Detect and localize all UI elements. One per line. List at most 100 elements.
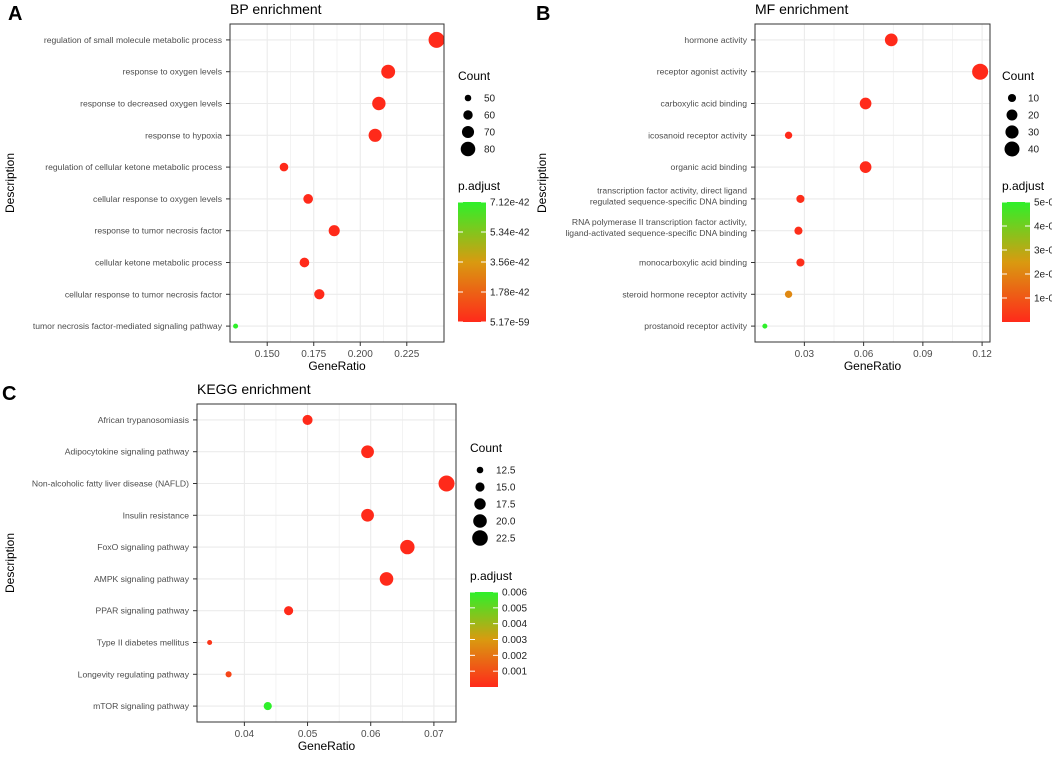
size-legend-label: 12.5	[496, 466, 516, 477]
data-point-bp	[428, 31, 445, 48]
color-legend-label: 3.56e-42	[490, 258, 530, 269]
y-tick-label: tumor necrosis factor-mediated signaling…	[33, 321, 223, 331]
data-point-kegg	[302, 414, 313, 425]
size-legend-dot	[476, 466, 484, 474]
x-tick-label: 0.04	[235, 729, 255, 740]
y-tick-label: RNA polymerase II transcription factor a…	[572, 217, 747, 227]
y-tick-label: regulation of small molecule metabolic p…	[44, 35, 222, 45]
y-tick-label: transcription factor activity, direct li…	[597, 185, 747, 195]
data-point-bp	[328, 225, 340, 237]
color-legend-label: 0.004	[502, 619, 527, 630]
size-legend-dot	[474, 498, 486, 510]
data-point-kegg	[225, 671, 232, 678]
data-point-kegg	[379, 572, 394, 586]
x-tick-label: 0.07	[424, 729, 444, 740]
x-tick-label: 0.175	[301, 349, 326, 360]
panel-title-bp: BP enrichment	[230, 1, 322, 17]
color-legend-label: 1e-04	[1034, 294, 1052, 305]
panel-label-bp: A	[8, 3, 22, 25]
data-point-kegg	[263, 702, 272, 711]
data-point-mf	[859, 97, 872, 110]
data-point-mf	[794, 226, 803, 235]
x-axis-title-bp: GeneRatio	[308, 359, 366, 373]
data-point-bp	[233, 323, 239, 329]
data-point-kegg	[207, 640, 213, 645]
data-point-bp	[368, 128, 382, 142]
x-tick-label: 0.09	[913, 349, 933, 360]
panel-title-kegg: KEGG enrichment	[197, 381, 311, 397]
color-legend-title-mf: p.adjust	[1002, 179, 1045, 193]
y-tick-label: Adipocytokine signaling pathway	[65, 447, 190, 457]
y-tick-label: AMPK signaling pathway	[94, 574, 190, 584]
data-point-kegg	[284, 606, 294, 616]
size-legend-label: 50	[484, 94, 496, 105]
data-point-bp	[303, 194, 314, 204]
data-point-mf	[796, 258, 805, 267]
data-point-mf	[972, 63, 989, 80]
y-axis-title-kegg: Description	[3, 533, 17, 593]
data-point-kegg	[400, 539, 415, 555]
y-tick-label: response to hypoxia	[145, 130, 222, 140]
panel-mf: B MF enrichment 0.03 0.06 0.09 0.12 hormone ac…	[535, 1, 1052, 373]
color-legend-label: 5e-04	[1034, 198, 1052, 209]
size-legend-dot	[461, 125, 475, 139]
y-tick-label: response to decreased oxygen levels	[80, 99, 222, 109]
size-legend-label: 17.5	[496, 500, 516, 511]
x-tick-label: 0.200	[348, 349, 373, 360]
y-tick-label: regulated sequence-specific DNA binding	[590, 196, 747, 206]
size-legend-dot	[1004, 141, 1020, 157]
color-legend-label: 3e-04	[1034, 246, 1052, 257]
size-legend-label: 15.0	[496, 483, 516, 494]
size-legend-label: 60	[484, 111, 496, 122]
y-tick-label: FoxO signaling pathway	[97, 542, 189, 552]
size-legend-title-mf: Count	[1002, 69, 1035, 83]
x-tick-label: 0.06	[854, 349, 874, 360]
y-tick-label: ligand-activated sequence-specific DNA b…	[565, 228, 747, 238]
y-tick-label: regulation of cellular ketone metabolic …	[45, 162, 222, 172]
color-legend-bar	[1002, 202, 1030, 322]
size-legend-dot	[1005, 125, 1019, 139]
data-point-bp	[381, 64, 396, 79]
data-point-mf	[796, 194, 805, 203]
panel-kegg: C KEGG enrichment 0.04 0.05 0.06 0.07 African …	[2, 381, 527, 753]
data-point-mf	[784, 290, 793, 298]
size-legend-dot	[1007, 93, 1017, 103]
y-tick-label: Insulin resistance	[123, 510, 190, 520]
color-legend-label: 0.006	[502, 588, 527, 599]
panel-label-kegg: C	[2, 383, 16, 405]
data-point-bp	[314, 289, 325, 300]
color-legend-label: 0.001	[502, 667, 527, 678]
color-legend-label: 0.005	[502, 603, 527, 614]
x-tick-label: 0.150	[255, 349, 280, 360]
y-tick-label: cellular ketone metabolic process	[95, 258, 222, 268]
data-point-mf	[762, 323, 768, 329]
y-tick-label: carboxylic acid binding	[661, 99, 748, 109]
x-axis-title-mf: GeneRatio	[844, 359, 902, 373]
color-legend-label: 5.17e-59	[490, 318, 530, 329]
plot-area-mf	[755, 24, 990, 342]
size-legend-label: 20.0	[496, 517, 516, 528]
color-legend-title-bp: p.adjust	[458, 179, 501, 193]
x-tick-label: 0.225	[394, 349, 419, 360]
y-tick-label: African trypanosomiasis	[98, 415, 189, 425]
y-axis-title-mf: Description	[535, 153, 549, 213]
y-tick-label: cellular response to oxygen levels	[93, 194, 222, 204]
color-legend-label: 2e-04	[1034, 270, 1052, 281]
size-legend-label: 40	[1028, 145, 1040, 156]
color-legend-label: 0.003	[502, 635, 527, 646]
x-tick-label: 0.06	[361, 729, 381, 740]
size-legend-label: 70	[484, 128, 496, 139]
size-legend-title-kegg: Count	[470, 441, 503, 455]
y-tick-label: hormone activity	[684, 35, 747, 45]
y-tick-label: PPAR signaling pathway	[96, 606, 190, 616]
data-point-mf	[784, 131, 793, 139]
color-legend-label: 5.34e-42	[490, 228, 530, 239]
panel-border-mf	[754, 23, 991, 343]
y-tick-label: steroid hormone receptor activity	[622, 289, 747, 299]
size-legend-label: 30	[1028, 128, 1040, 139]
data-point-bp	[372, 96, 386, 111]
y-tick-label: prostanoid receptor activity	[644, 321, 747, 331]
color-legend-label: 1.78e-42	[490, 288, 530, 299]
